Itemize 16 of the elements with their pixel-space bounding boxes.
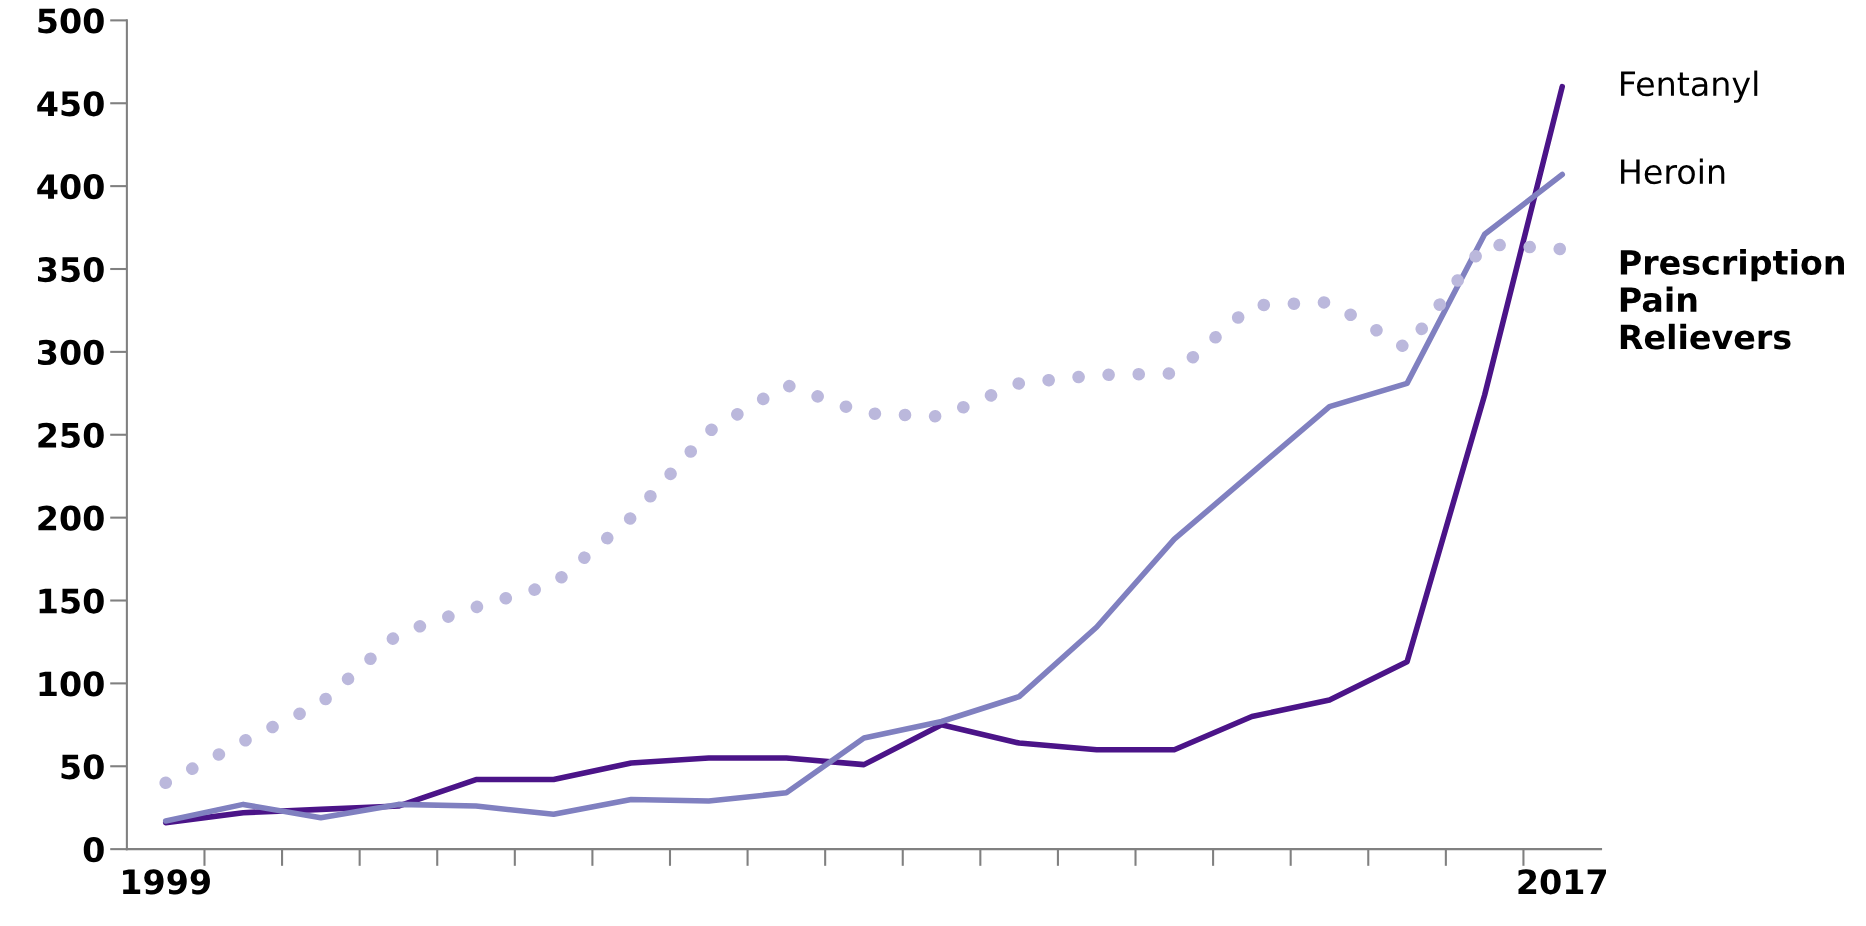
x-tick-label: 1999 (123, 869, 210, 895)
x-tick-label: 2017 (1518, 869, 1606, 895)
y-tick-label: 100 (39, 671, 104, 697)
y-tick-label: 0 (83, 837, 104, 863)
series-label: Fentanyl (1621, 70, 1758, 103)
y-tick-label: 300 (38, 339, 104, 366)
y-tick-label: 400 (37, 174, 104, 200)
y-tick-label: 50 (61, 754, 104, 780)
y-tick-label: 500 (38, 8, 104, 34)
series-label: Heroin (1621, 158, 1725, 185)
y-tick-label: 450 (37, 91, 104, 117)
y-tick-label: 150 (39, 588, 104, 614)
y-tick-label: 200 (38, 505, 104, 531)
y-tick-label: 350 (38, 256, 104, 283)
series-label: Prescription Pain Relievers (1620, 249, 1844, 350)
y-tick-label: 250 (38, 422, 104, 448)
